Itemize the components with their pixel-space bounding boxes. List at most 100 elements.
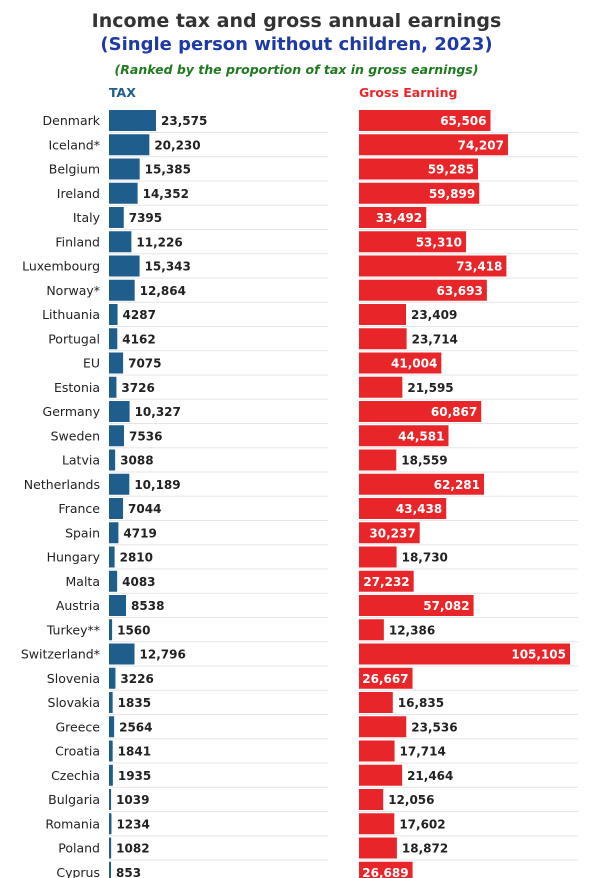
tax-bar	[109, 692, 113, 713]
tax-column-header: TAX	[109, 85, 136, 100]
tax-bar	[109, 231, 132, 253]
tax-bar	[109, 643, 135, 665]
country-label: Norway*	[46, 283, 100, 298]
gross-value-label: 18,730	[402, 551, 448, 565]
country-label: Spain	[65, 525, 100, 540]
country-label: France	[58, 501, 100, 516]
gross-bar	[359, 789, 384, 810]
country-label: Denmark	[43, 113, 101, 128]
tax-bar	[109, 352, 124, 374]
gross-value-label: 26,667	[362, 672, 408, 686]
gross-value-label: 18,559	[401, 454, 447, 468]
gross-value-label: 60,867	[431, 405, 477, 419]
gross-bar	[359, 643, 570, 665]
tax-bar	[109, 158, 140, 180]
gross-value-label: 12,386	[389, 623, 435, 637]
gross-bar	[359, 352, 442, 374]
country-label: Switzerland*	[21, 647, 100, 662]
tax-bar	[109, 255, 140, 277]
chart-subtitle: (Single person without children, 2023)	[100, 34, 493, 55]
tax-value-label: 8538	[131, 599, 164, 613]
country-label: Malta	[66, 574, 100, 589]
gross-bar	[359, 425, 449, 447]
tax-value-label: 853	[116, 866, 141, 878]
tax-value-label: 7044	[128, 502, 161, 516]
tax-value-label: 11,226	[136, 235, 182, 249]
country-label: Lithuania	[42, 307, 100, 322]
country-label: Poland	[58, 841, 100, 856]
country-label: Romania	[45, 816, 100, 831]
country-label: Hungary	[47, 550, 101, 565]
country-label: Bulgaria	[48, 792, 100, 807]
tax-bar	[109, 134, 150, 156]
country-label: Croatia	[55, 744, 100, 759]
gross-value-label: 65,506	[440, 114, 486, 128]
country-label: Greece	[56, 719, 101, 734]
tax-value-label: 3226	[120, 672, 153, 686]
country-label: Luxembourg	[22, 259, 100, 274]
gross-bar	[359, 376, 403, 398]
tax-bar	[109, 813, 112, 835]
chart-title: Income tax and gross annual earnings	[91, 10, 502, 32]
gross-bar	[359, 813, 395, 835]
tax-bar	[109, 789, 112, 810]
gross-value-label: 27,232	[363, 575, 409, 589]
country-label: Austria	[56, 598, 100, 613]
gross-bar	[359, 255, 507, 277]
tax-value-label: 1039	[116, 793, 149, 807]
tax-value-label: 7395	[129, 211, 162, 225]
tax-value-label: 20,230	[154, 138, 200, 152]
tax-value-label: 2810	[120, 551, 153, 565]
tax-bar	[109, 667, 116, 689]
tax-bar	[109, 207, 124, 228]
gross-value-label: 23,536	[411, 720, 457, 734]
tax-value-label: 12,864	[140, 284, 186, 298]
tax-value-label: 4083	[122, 575, 155, 589]
tax-bar	[109, 279, 135, 301]
gross-bar	[359, 570, 414, 592]
gross-value-label: 63,693	[437, 284, 483, 298]
country-label: Germany	[43, 404, 101, 419]
gross-value-label: 62,281	[434, 478, 480, 492]
tax-value-label: 4719	[123, 526, 156, 540]
gross-bar	[359, 401, 482, 422]
tax-bar	[109, 716, 115, 738]
gross-bar	[359, 716, 407, 738]
gross-bar	[359, 449, 397, 471]
gross-bar	[359, 837, 397, 859]
country-label: Belgium	[49, 162, 100, 177]
tax-bar	[109, 304, 118, 325]
gross-bar	[359, 110, 491, 131]
country-label: Slovenia	[47, 671, 100, 686]
gross-value-label: 17,602	[399, 817, 445, 831]
gross-bar	[359, 231, 467, 253]
tax-value-label: 10,327	[135, 405, 181, 419]
gross-value-label: 73,418	[456, 260, 502, 274]
tax-value-label: 15,385	[145, 163, 191, 177]
country-label: Latvia	[62, 453, 100, 468]
gross-bar	[359, 861, 413, 878]
gross-value-label: 17,714	[400, 745, 446, 759]
gross-value-label: 21,595	[407, 381, 453, 395]
gross-bar	[359, 667, 413, 689]
tax-value-label: 7075	[128, 357, 161, 371]
tax-bar	[109, 522, 119, 544]
gross-bar	[359, 279, 487, 301]
tax-bar	[109, 837, 112, 859]
gross-value-label: 16,835	[398, 696, 444, 710]
gross-value-label: 12,056	[388, 793, 434, 807]
gross-bar	[359, 207, 427, 228]
country-label: Finland	[55, 234, 100, 249]
country-label: Czechia	[51, 768, 100, 783]
gross-column-header: Gross Earning	[359, 85, 458, 100]
country-label: Ireland	[57, 186, 100, 201]
gross-value-label: 57,082	[423, 599, 469, 613]
gross-bar	[359, 522, 420, 544]
gross-bar	[359, 692, 393, 713]
gross-value-label: 33,492	[376, 211, 422, 225]
gross-value-label: 23,409	[411, 308, 457, 322]
tax-value-label: 15,343	[145, 260, 191, 274]
gross-value-label: 105,105	[511, 648, 566, 662]
gross-value-label: 18,872	[402, 842, 448, 856]
